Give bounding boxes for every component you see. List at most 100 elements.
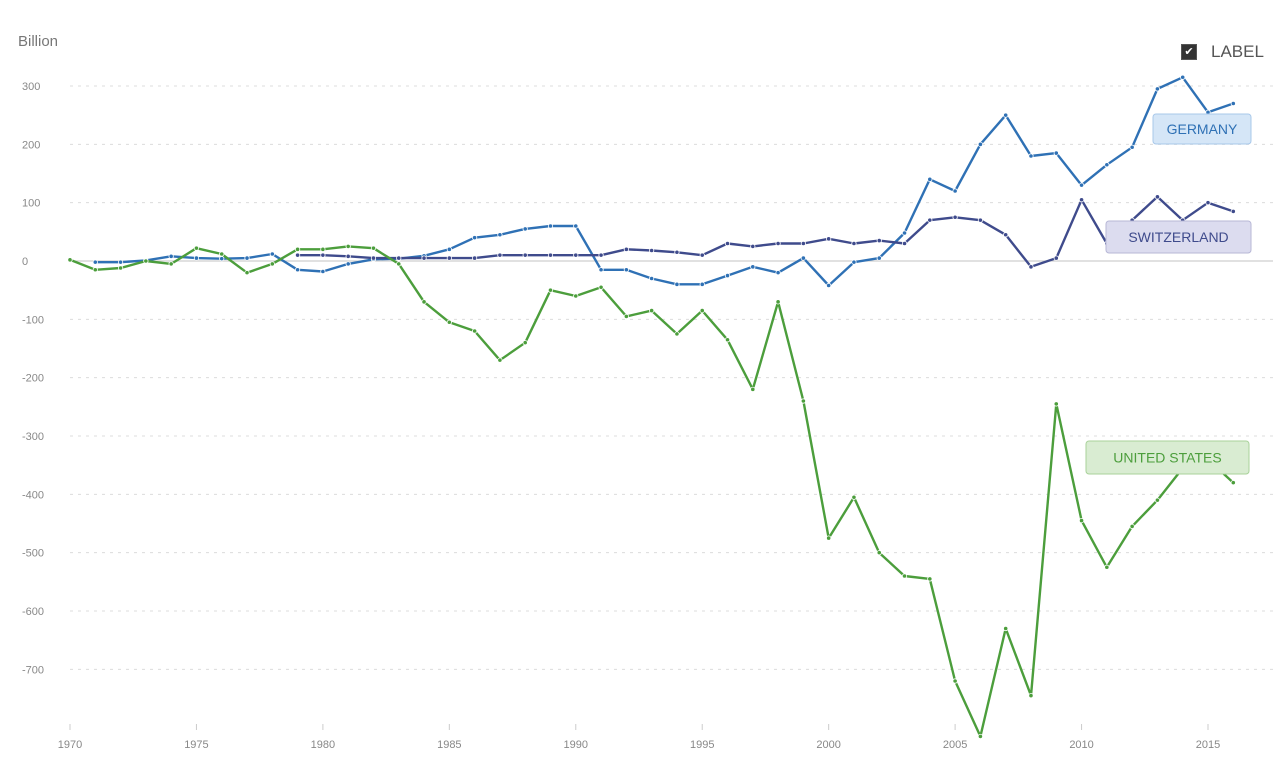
switzerland-data-point (547, 252, 554, 258)
united-states-data-point (345, 243, 351, 250)
united-states-data-point (396, 261, 402, 267)
united-states-data-point (1053, 401, 1059, 407)
united-states-data-point (1104, 564, 1110, 570)
germany-data-point (775, 270, 781, 276)
label-checkbox-icon[interactable]: ✔ (1181, 44, 1197, 60)
united-states-data-point (573, 293, 579, 299)
united-states-data-point (446, 319, 452, 325)
germany-data-point (92, 259, 98, 265)
label-toggle[interactable]: ✔ LABEL (1181, 42, 1264, 62)
united-states-data-point (370, 245, 377, 251)
united-states-data-point (320, 246, 326, 252)
germany-data-point (826, 282, 832, 289)
switzerland-data-point (1028, 264, 1034, 270)
united-states-data-point (143, 258, 149, 264)
switzerland-data-point (421, 255, 427, 261)
x-tick-label: 1980 (311, 739, 335, 751)
y-axis-unit-label: Billion (18, 33, 59, 50)
x-tick-label: 2015 (1196, 739, 1220, 751)
switzerland-data-point (345, 253, 351, 259)
switzerland-data-point (699, 252, 705, 258)
switzerland-data-point (1078, 197, 1085, 203)
germany-data-point (623, 267, 629, 273)
switzerland-data-point (472, 255, 478, 261)
germany-data-point (901, 230, 908, 236)
united-states-data-point (1028, 692, 1034, 699)
switzerland-series-label: SWITZERLAND (1128, 229, 1228, 245)
switzerland-data-point (1053, 255, 1059, 261)
united-states-data-point (421, 299, 427, 305)
switzerland-data-point (623, 246, 629, 252)
x-tick-label: 1975 (184, 739, 208, 751)
united-states-data-point (193, 245, 200, 251)
united-states-data-point (927, 576, 933, 582)
y-tick-label: 200 (22, 139, 40, 151)
switzerland-data-point (598, 252, 604, 258)
switzerland-series-label-box (1105, 220, 1252, 254)
y-tick-label: -200 (22, 373, 44, 385)
united-states-data-point (1154, 497, 1161, 503)
united-states-series-line (69, 245, 1235, 738)
germany-data-point (522, 226, 528, 232)
switzerland-data-point (294, 252, 301, 258)
germany-data-point (117, 259, 124, 265)
united-states-data-point (67, 257, 73, 263)
united-states-data-point (294, 246, 301, 252)
switzerland-data-point (1154, 194, 1161, 200)
switzerland-data-point (876, 237, 882, 244)
series-label-layer: GERMANY SWITZERLAND UNITED STATES (1085, 113, 1252, 475)
y-tick-label: -600 (22, 606, 44, 618)
switzerland-data-point (649, 247, 655, 254)
switzerland-data-point (901, 240, 908, 247)
germany-data-point (1104, 162, 1110, 168)
united-states-data-point (775, 299, 781, 305)
germany-data-point (269, 251, 275, 257)
germany-data-point (1129, 144, 1135, 150)
switzerland-data-point (446, 255, 452, 261)
germany-series-label-box (1152, 113, 1252, 145)
germany-data-point (1180, 74, 1186, 80)
switzerland-series-line (297, 195, 1234, 268)
y-tick-label: -300 (22, 431, 44, 443)
germany-data-point (1154, 86, 1161, 92)
united-states-data-point (117, 265, 124, 271)
united-states-data-point (1129, 523, 1135, 530)
x-tick-label: 1990 (564, 739, 588, 751)
united-states-data-point (674, 331, 680, 337)
germany-data-point (800, 255, 806, 261)
switzerland-data-point (1205, 200, 1211, 206)
switzerland-data-point (927, 217, 933, 223)
united-states-data-point (1078, 517, 1085, 524)
germany-data-point (219, 256, 225, 262)
germany-data-point (876, 255, 882, 261)
germany-data-point (1078, 182, 1085, 188)
switzerland-data-point (1003, 232, 1009, 238)
x-tick-label: 2005 (943, 739, 967, 751)
germany-series-label: GERMANY (1167, 121, 1238, 137)
germany-series-line (95, 76, 1234, 287)
united-states-data-point (724, 337, 731, 343)
label-toggle-text: LABEL (1211, 42, 1264, 61)
united-states-data-point (1003, 625, 1009, 632)
germany-data-point (294, 267, 301, 273)
united-states-data-point (699, 307, 705, 314)
germany-data-point (345, 261, 351, 267)
switzerland-data-point (851, 240, 857, 247)
switzerland-data-point (522, 252, 528, 258)
united-states-data-point (750, 386, 756, 392)
switzerland-data-point (1230, 208, 1236, 215)
united-states-data-point (168, 261, 174, 267)
united-states-data-point (649, 307, 655, 314)
y-tick-label: -700 (22, 664, 44, 676)
germany-data-point (1003, 112, 1009, 118)
switzerland-data-point (724, 240, 731, 247)
germany-data-point (573, 223, 579, 229)
switzerland-data-point (826, 236, 832, 242)
germany-data-point (244, 255, 250, 261)
germany-data-point (168, 253, 174, 259)
switzerland-data-point (573, 252, 579, 258)
united-states-data-point (901, 573, 908, 579)
switzerland-data-point (977, 217, 984, 223)
y-tick-label: 300 (22, 81, 40, 93)
y-tick-label: -500 (22, 548, 44, 560)
